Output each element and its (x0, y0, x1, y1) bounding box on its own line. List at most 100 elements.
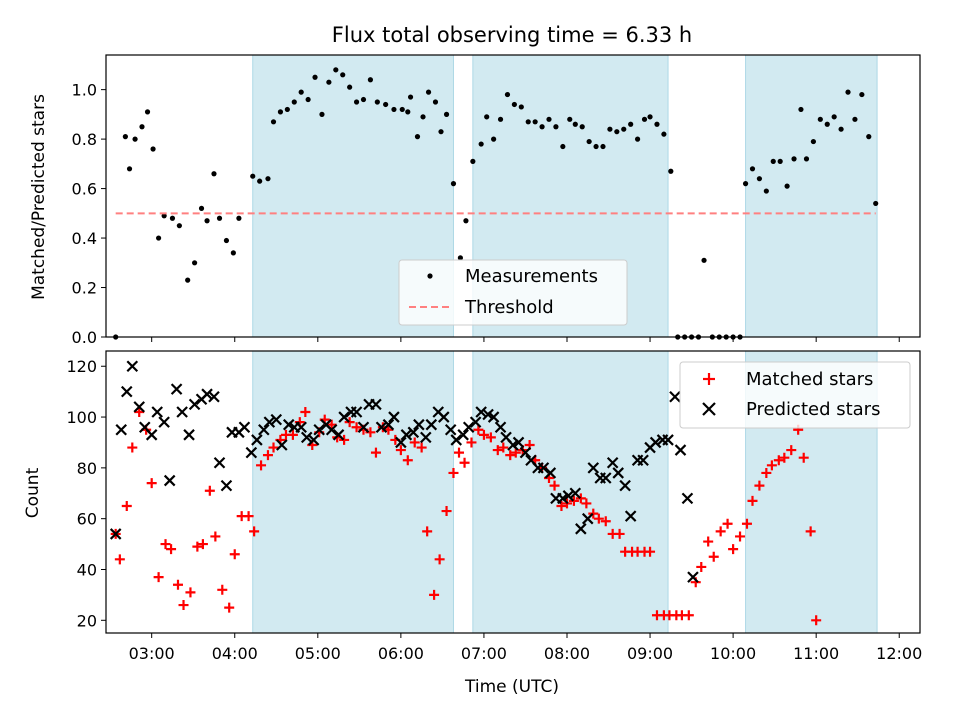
measurements-point-60 (518, 104, 524, 110)
measurements-point-87 (701, 257, 707, 263)
predicted-stars-point-27 (276, 439, 288, 451)
observing-window-1-0 (252, 351, 454, 633)
measurements-point-49 (443, 111, 450, 117)
measurements-point-96 (763, 188, 769, 194)
ytick-label-0-3: 0.6 (72, 180, 97, 199)
ytick-label-0-1: 0.2 (72, 279, 97, 298)
ytick-label-1-0: 20 (77, 611, 97, 630)
predicted-stars-point-24 (258, 423, 270, 436)
matched-stars-point-62 (505, 450, 516, 461)
measurements-point-77 (634, 136, 641, 142)
measurements-point-37 (367, 77, 374, 83)
matched-stars-point-17 (217, 584, 228, 595)
measurements-point-99 (784, 183, 790, 189)
predicted-stars-point-4 (133, 401, 146, 413)
matched-stars-point-77 (600, 516, 611, 527)
ytick-label-1-4: 100 (66, 408, 97, 427)
matched-stars-point-101 (754, 480, 765, 491)
matched-stars-point-4 (134, 406, 145, 417)
matched-stars-point-49 (422, 526, 433, 537)
predicted-stars-point-73 (562, 490, 575, 502)
predicted-stars-point-0 (109, 528, 122, 540)
measurements-point-16 (216, 215, 223, 221)
measurements-point-97 (770, 158, 776, 164)
axes-frame-0 (105, 54, 921, 338)
matched-stars-point-36 (339, 434, 350, 445)
measurements-point-29 (312, 74, 318, 80)
measurements-point-72 (600, 143, 606, 150)
measurements-point-34 (347, 84, 353, 90)
observing-window-0-2 (745, 55, 878, 337)
matched-stars-point-102 (761, 467, 772, 478)
measurements-point-30 (319, 111, 325, 117)
predicted-stars-point-62 (494, 421, 507, 433)
predicted-stars-point-90 (669, 390, 681, 403)
measurements-point-7 (156, 235, 162, 241)
measurements-point-98 (777, 158, 783, 164)
measurements-point-9 (169, 215, 176, 221)
measurements-point-28 (305, 96, 311, 103)
matched-stars-point-23 (256, 460, 267, 471)
measurements-point-13 (198, 205, 205, 211)
matched-stars-point-34 (326, 419, 337, 430)
measurements-point-14 (204, 218, 210, 224)
ytick-label-0-0: 0.0 (72, 328, 97, 347)
predicted-stars-point-9 (163, 474, 176, 487)
matched-stars-point-24 (262, 450, 273, 461)
predicted-stars-point-36 (332, 429, 345, 441)
xtick-label-7: 10:00 (710, 644, 756, 663)
matched-stars-point-6 (146, 478, 157, 489)
predicted-stars-point-43 (375, 421, 388, 433)
top-legend: Measurements Threshold (398, 259, 628, 326)
predicted-stars-point-56 (457, 429, 469, 441)
predicted-stars-point-10 (170, 383, 183, 395)
measurements-point-78 (641, 116, 648, 122)
ytick-label-0-2: 0.4 (72, 229, 97, 248)
measurements-point-108 (845, 89, 851, 95)
xtick-label-3: 06:00 (378, 644, 424, 663)
predicted-stars-point-30 (295, 421, 307, 433)
measurements-point-111 (866, 134, 872, 140)
matched-stars-point-92 (696, 561, 707, 572)
measurements-point-106 (831, 114, 837, 120)
predicted-stars-point-33 (313, 423, 325, 436)
predicted-stars-point-54 (444, 423, 457, 436)
matched-stars-point-73 (575, 493, 586, 504)
predicted-stars-point-92 (681, 492, 694, 505)
measurements-point-11 (185, 277, 191, 283)
legend-predicted-label: Predicted stars (746, 399, 880, 420)
measurements-point-43 (407, 94, 414, 100)
matched-stars-point-96 (722, 518, 733, 529)
measurements-point-101 (798, 106, 804, 113)
measurements-point-23 (270, 119, 277, 125)
measurements-point-46 (425, 89, 432, 95)
top-ylabel: Matched/Predicted stars (29, 94, 49, 300)
measurements-point-65 (553, 124, 559, 130)
matched-stars-point-94 (708, 551, 719, 562)
measurements-point-21 (257, 178, 263, 184)
predicted-stars-point-65 (512, 436, 525, 449)
predicted-stars-point-17 (213, 457, 226, 469)
measurements-point-25 (284, 106, 290, 113)
measurements-point-45 (420, 114, 426, 120)
measurements-point-26 (291, 99, 297, 105)
predicted-stars-point-76 (581, 512, 594, 525)
legend-measurements-label: Measurements (465, 266, 598, 287)
matched-stars-point-109 (805, 526, 816, 537)
predicted-stars-point-26 (270, 413, 283, 426)
measurements-point-42 (405, 109, 411, 115)
measurements-point-40 (391, 106, 397, 113)
measurements-point-76 (628, 121, 634, 127)
matched-stars-point-97 (728, 544, 739, 555)
xtick-label-6: 09:00 (627, 644, 673, 663)
measurements-point-67 (567, 116, 573, 122)
predicted-stars-point-83 (624, 510, 637, 522)
predicted-stars-point-45 (388, 411, 400, 423)
measurements-point-75 (621, 126, 627, 132)
measurements-point-6 (150, 146, 156, 152)
measurements-point-50 (450, 181, 457, 187)
matched-stars-point-19 (229, 549, 240, 560)
matched-stars-point-54 (454, 447, 465, 458)
predicted-stars-point-55 (450, 434, 463, 446)
predicted-stars-point-21 (238, 421, 251, 433)
